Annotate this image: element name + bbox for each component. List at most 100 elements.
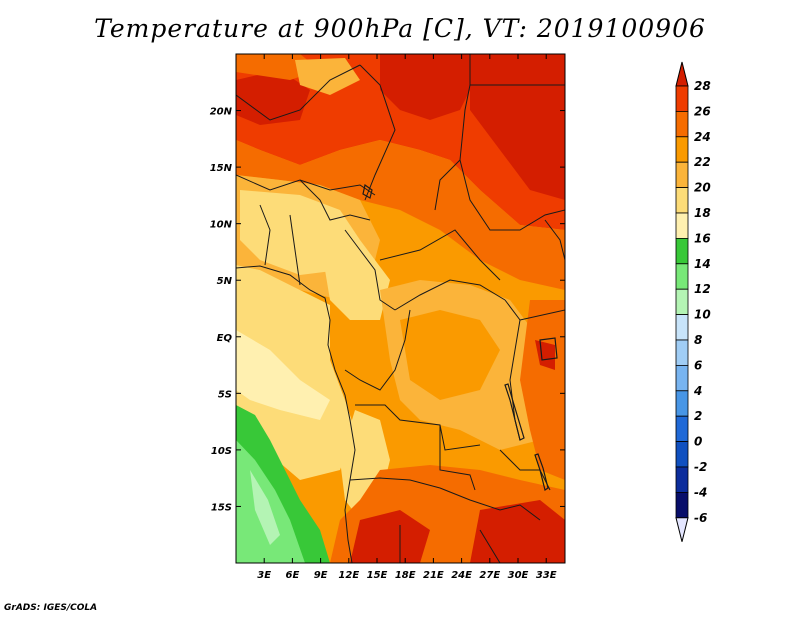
field-northeast-hottest xyxy=(470,54,565,200)
colorbar-label: 10 xyxy=(694,308,711,322)
field-band-24 xyxy=(236,140,565,290)
colorbar-box xyxy=(675,314,689,341)
lakes xyxy=(362,183,558,491)
y-tick-label: EQ xyxy=(217,333,233,344)
colorbar-box xyxy=(675,441,689,468)
y-tick-label: 15S xyxy=(211,502,232,513)
colorbar-box xyxy=(675,263,689,290)
colorbar-label: -4 xyxy=(694,485,707,499)
colorbar-label: 16 xyxy=(694,231,711,245)
border-sahara-algeria xyxy=(236,64,361,121)
x-tick-label: 30E xyxy=(508,570,529,581)
field-congo-core xyxy=(400,310,500,400)
border-angola-namibia xyxy=(349,477,441,489)
border-tanzania xyxy=(519,309,565,321)
colorbar-box xyxy=(675,161,689,188)
colorbar-label: 14 xyxy=(694,257,711,271)
x-tick-label: 6E xyxy=(286,570,300,581)
colorbar-label: 26 xyxy=(694,104,711,118)
field-north-hottest xyxy=(380,54,470,120)
map-frame xyxy=(235,53,566,564)
colorbar-box xyxy=(675,466,689,493)
border-west-africa-states xyxy=(259,204,271,266)
field-cameroon-cool xyxy=(320,240,390,320)
field-south-hottest-east xyxy=(470,500,565,563)
field-southwest-coolest xyxy=(236,440,305,563)
border-east-coast xyxy=(544,219,565,261)
colorbar-box xyxy=(675,491,689,519)
x-tick-label: 18E xyxy=(395,570,416,581)
border-botswana-zimbabwe xyxy=(439,487,541,521)
lake-victoria xyxy=(539,337,558,361)
lake-chad xyxy=(362,183,373,199)
field-south-hottest-west xyxy=(350,510,430,563)
colorbar-box xyxy=(675,212,689,239)
colorbar-label: 18 xyxy=(694,206,711,220)
border-angola-zambia xyxy=(439,425,476,491)
border-drc-west xyxy=(344,309,411,391)
colorbar-label: 12 xyxy=(694,282,711,296)
y-tick-label: 10S xyxy=(211,446,232,457)
x-tick-label: 27E xyxy=(479,570,500,581)
x-tick-label: 24E xyxy=(451,570,472,581)
y-tick-label: 5N xyxy=(217,276,233,287)
y-axis: 20N 15N 10N 5N EQ 5S 10S 15S xyxy=(210,107,565,513)
field-northwest-hottest xyxy=(236,70,310,125)
colorbar-label: 28 xyxy=(694,79,711,93)
y-tick-label: 20N xyxy=(210,107,233,118)
field-gulf-ocean xyxy=(236,265,355,480)
x-tick-label: 9E xyxy=(314,570,328,581)
lake-tanganyika xyxy=(504,383,525,441)
colorbar-bottom-arrow xyxy=(675,517,689,542)
colorbar-box xyxy=(675,415,689,443)
x-tick-label: 3E xyxy=(257,570,271,581)
border-libya-chad xyxy=(359,64,396,201)
colorbar-label: 8 xyxy=(694,333,702,347)
field-ocean-coolest xyxy=(236,330,330,420)
colorbar-box xyxy=(675,390,689,417)
lake-malawi xyxy=(534,453,549,491)
border-niger-nigeria xyxy=(299,179,371,221)
border-libya-egypt xyxy=(434,54,471,211)
colorbar-label: -2 xyxy=(694,460,707,474)
x-tick-label: 12E xyxy=(338,570,359,581)
colorbar-box xyxy=(675,288,689,316)
colorbar-box xyxy=(675,339,689,366)
temperature-field xyxy=(236,54,565,563)
x-tick-label: 15E xyxy=(367,570,388,581)
border-sahel xyxy=(236,174,376,196)
field-east-lake-hot xyxy=(535,340,555,370)
colorbar-label: 24 xyxy=(694,130,711,144)
field-southwest-pale xyxy=(250,470,280,545)
border-africa-coast xyxy=(236,265,356,563)
colorbar-box xyxy=(675,237,689,265)
colorbar-box xyxy=(675,187,689,214)
y-tick-label: 5S xyxy=(218,389,232,400)
y-tick-label: 10N xyxy=(210,220,233,231)
border-mozambique xyxy=(479,529,501,563)
border-drc-north xyxy=(394,279,506,311)
colorbar-label: 20 xyxy=(694,181,711,195)
x-tick-label: 21E xyxy=(423,570,444,581)
border-angola-drc xyxy=(355,404,481,451)
colorbar-box xyxy=(675,111,689,138)
border-chad-sudan xyxy=(459,159,565,231)
chart-title: Temperature at 900hPa [C], VT: 201910090… xyxy=(94,14,706,43)
colorbar-label: -6 xyxy=(694,511,707,525)
grads-credit: GrADS: IGES/COLA xyxy=(4,603,98,613)
y-tick-label: 15N xyxy=(210,163,233,174)
colorbar-box xyxy=(675,85,689,112)
border-cameroon xyxy=(344,229,396,311)
colorbar-box xyxy=(675,364,689,392)
colorbar-top-arrow xyxy=(675,61,689,87)
colorbar-box xyxy=(675,136,689,163)
border-zambia-malawi xyxy=(499,449,551,491)
colorbar-label: 22 xyxy=(694,155,711,169)
colorbar-label: 4 xyxy=(693,384,702,398)
colorbar-label: 6 xyxy=(694,358,702,372)
border-car xyxy=(379,229,501,281)
country-borders xyxy=(236,54,565,563)
border-ghana-togo xyxy=(289,214,301,286)
